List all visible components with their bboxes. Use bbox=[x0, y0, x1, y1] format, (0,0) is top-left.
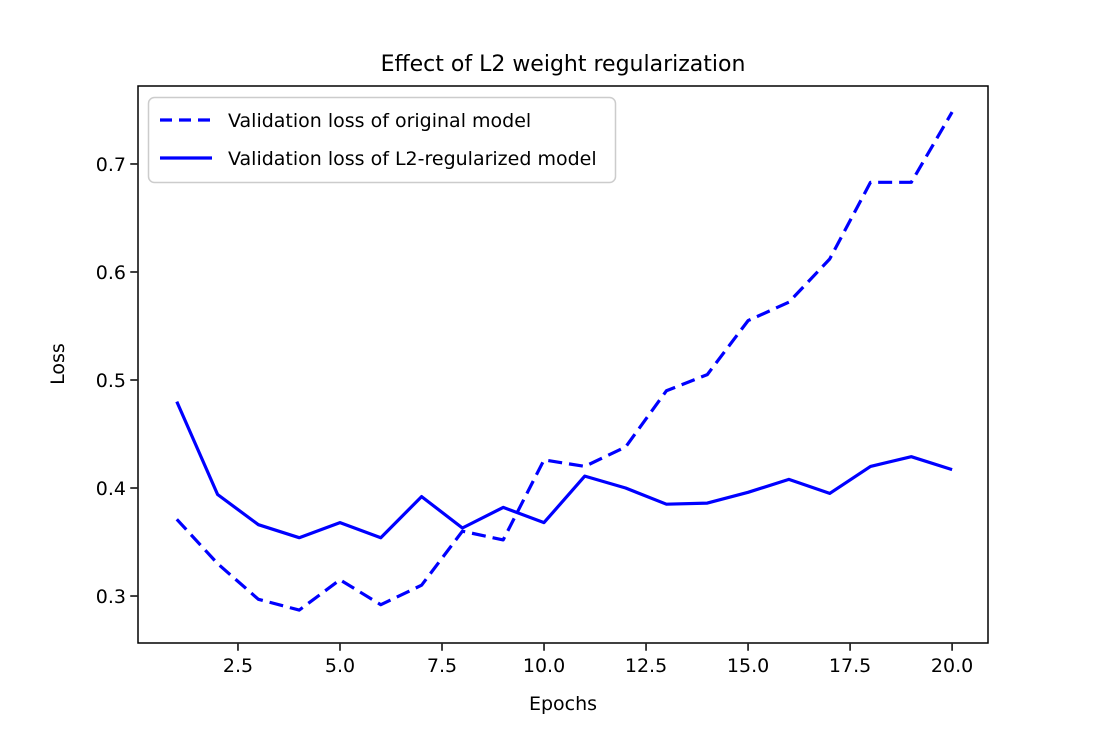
y-tick-label: 0.7 bbox=[96, 154, 126, 176]
y-tick-label: 0.3 bbox=[96, 586, 126, 608]
x-tick-label: 12.5 bbox=[625, 655, 667, 677]
x-tick-label: 17.5 bbox=[829, 655, 871, 677]
x-axis-ticks: 2.5 5.0 7.5 10.0 12.5 15.0 17.5 20.0 bbox=[223, 643, 973, 677]
x-tick-label: 7.5 bbox=[427, 655, 457, 677]
series-dashed-line bbox=[175, 111, 954, 612]
x-tick-label: 2.5 bbox=[223, 655, 253, 677]
y-tick-label: 0.4 bbox=[96, 478, 126, 500]
x-tick-label: 15.0 bbox=[727, 655, 769, 677]
legend-frame bbox=[147, 96, 617, 184]
legend-label-l2-model: Validation loss of L2-regularized model bbox=[228, 148, 597, 170]
y-axis-ticks: 0.3 0.4 0.5 0.6 0.7 bbox=[96, 154, 138, 608]
x-tick-label: 5.0 bbox=[325, 655, 355, 677]
x-axis-label: Epochs bbox=[529, 693, 597, 715]
y-tick-label: 0.6 bbox=[96, 262, 126, 284]
series-solid-line bbox=[175, 400, 953, 540]
y-tick-label: 0.5 bbox=[96, 370, 126, 392]
data-series bbox=[175, 111, 954, 612]
chart-title: Effect of L2 weight regularization bbox=[381, 52, 746, 77]
legend-label-original-model: Validation loss of original model bbox=[228, 110, 531, 132]
y-axis-label: Loss bbox=[47, 343, 69, 385]
x-tick-label: 20.0 bbox=[931, 655, 973, 677]
x-tick-label: 10.0 bbox=[523, 655, 565, 677]
legend: Validation loss of original model Valida… bbox=[147, 96, 617, 184]
plot-frame bbox=[137, 85, 989, 644]
